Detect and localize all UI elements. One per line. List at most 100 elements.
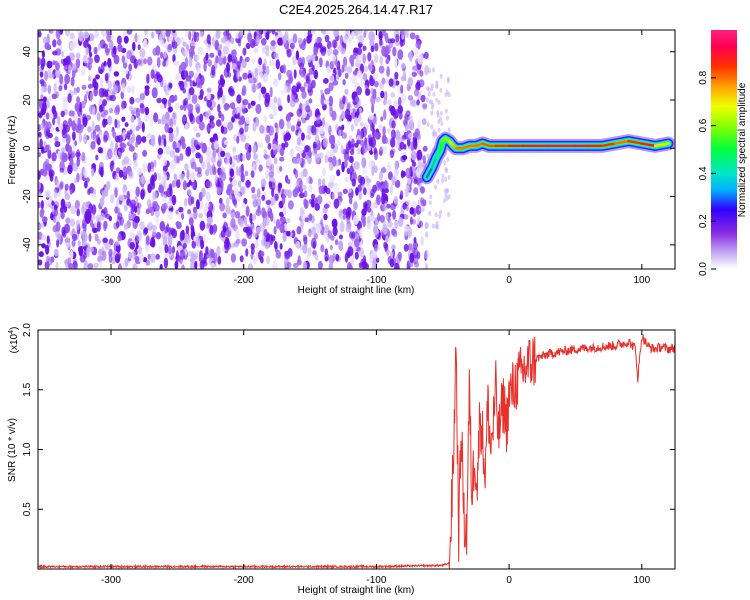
noise-speckle xyxy=(155,215,160,224)
noise-speckle xyxy=(250,100,256,106)
noise-speckle xyxy=(206,180,213,188)
noise-speckle xyxy=(263,124,268,136)
noise-speckle xyxy=(373,224,379,236)
noise-speckle xyxy=(379,171,383,181)
noise-speckle xyxy=(361,157,365,169)
noise-speckle xyxy=(323,78,329,84)
noise-speckle xyxy=(303,199,309,209)
noise-speckle xyxy=(390,137,396,148)
spectrogram-y-tick-label: -40 xyxy=(22,237,33,252)
noise-speckle xyxy=(186,169,190,180)
noise-speckle xyxy=(206,34,211,45)
snr-x-tick-label: 100 xyxy=(633,575,650,586)
noise-speckle xyxy=(248,144,252,153)
snr-y-axis-label: SNR (10 * v/v) xyxy=(7,418,18,482)
noise-speckle xyxy=(257,142,263,148)
noise-speckle xyxy=(225,156,230,166)
noise-speckle xyxy=(295,50,300,61)
noise-speckle xyxy=(291,85,298,96)
noise-speckle xyxy=(424,65,430,76)
noise-speckle xyxy=(72,131,76,141)
noise-speckle xyxy=(202,260,208,267)
noise-speckle xyxy=(291,230,296,239)
noise-speckle xyxy=(101,30,107,37)
noise-speckle xyxy=(258,33,263,40)
noise-speckle xyxy=(81,201,88,213)
noise-speckle xyxy=(355,54,362,64)
noise-speckle xyxy=(384,188,389,194)
noise-speckle xyxy=(226,237,230,248)
noise-speckle xyxy=(163,79,167,86)
noise-speckle xyxy=(301,158,306,166)
noise-speckle xyxy=(308,150,312,158)
noise-speckle xyxy=(362,45,367,51)
noise-speckle xyxy=(89,51,93,58)
noise-speckle xyxy=(420,94,426,103)
noise-speckle xyxy=(232,146,237,153)
noise-speckle xyxy=(195,76,200,88)
noise-speckle xyxy=(100,166,104,178)
transition-speckle xyxy=(430,110,434,116)
noise-speckle xyxy=(94,233,99,242)
noise-speckle xyxy=(308,67,315,75)
noise-speckle xyxy=(381,193,386,205)
noise-speckle xyxy=(208,150,213,161)
noise-speckle xyxy=(101,112,107,118)
noise-speckle xyxy=(273,78,279,87)
noise-speckle xyxy=(292,33,298,44)
noise-speckle xyxy=(237,37,242,47)
noise-speckle xyxy=(394,179,401,188)
spectrogram-x-tick-label: -200 xyxy=(234,275,254,286)
noise-speckle xyxy=(351,31,355,40)
noise-speckle xyxy=(162,194,167,203)
noise-speckle xyxy=(314,153,320,163)
noise-speckle xyxy=(360,121,364,127)
noise-speckle xyxy=(47,96,52,103)
noise-speckle xyxy=(296,108,303,117)
noise-speckle xyxy=(110,160,115,167)
noise-speckle xyxy=(135,152,139,159)
noise-speckle xyxy=(191,180,195,190)
noise-speckle xyxy=(40,63,45,71)
noise-speckle xyxy=(362,53,367,64)
noise-speckle xyxy=(424,249,429,260)
noise-speckle xyxy=(126,50,132,60)
noise-speckle xyxy=(277,37,283,46)
noise-speckle xyxy=(71,150,76,159)
noise-speckle xyxy=(405,200,411,206)
noise-speckle xyxy=(298,192,305,199)
noise-speckle xyxy=(101,250,107,261)
noise-speckle xyxy=(361,143,368,154)
noise-speckle xyxy=(91,120,95,132)
noise-speckle xyxy=(41,216,48,223)
noise-speckle xyxy=(150,134,156,145)
noise-speckle xyxy=(401,155,408,161)
noise-speckle xyxy=(349,155,354,164)
noise-speckle xyxy=(299,138,306,147)
noise-speckle xyxy=(230,253,236,263)
noise-speckle xyxy=(364,30,368,34)
noise-speckle xyxy=(320,30,327,35)
noise-speckle xyxy=(297,37,303,45)
noise-speckle xyxy=(368,62,371,71)
noise-speckle xyxy=(226,208,231,215)
noise-speckle xyxy=(156,97,162,104)
noise-speckle xyxy=(64,201,70,207)
noise-speckle xyxy=(151,224,157,231)
noise-speckle xyxy=(144,30,148,37)
noise-speckle xyxy=(218,110,222,119)
noise-speckle xyxy=(222,45,229,55)
noise-speckle xyxy=(356,30,363,35)
noise-speckle xyxy=(147,183,152,194)
noise-speckle xyxy=(207,216,213,225)
noise-speckle xyxy=(131,85,135,95)
noise-speckle xyxy=(418,220,423,228)
noise-speckle xyxy=(258,164,263,172)
noise-speckle xyxy=(370,45,374,52)
noise-speckle xyxy=(103,220,107,232)
noise-speckle xyxy=(282,232,287,242)
noise-speckle xyxy=(383,98,387,106)
noise-speckle xyxy=(209,225,214,235)
noise-speckle xyxy=(251,186,256,194)
noise-speckle xyxy=(123,35,129,44)
